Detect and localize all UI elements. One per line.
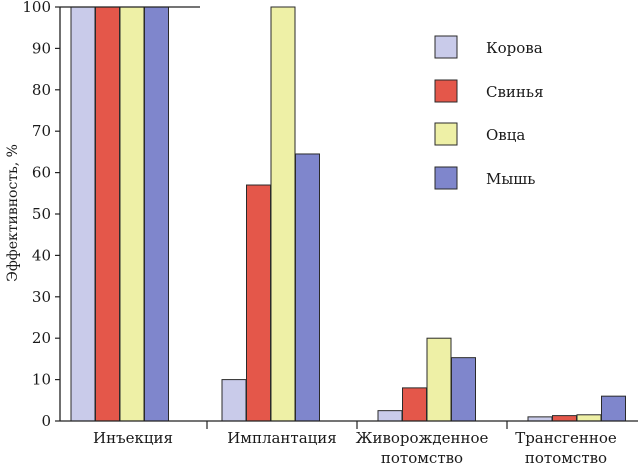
bar [70,6,96,422]
legend-swatch [434,35,458,59]
y-tick-label: 90 [32,39,51,57]
bar [426,337,452,422]
bars-group [70,6,626,422]
legend: Корова Свинья Овца Мышь [434,35,544,190]
bar [295,153,320,422]
y-tick-label: 60 [32,164,51,182]
legend-swatch [434,166,458,190]
bar [451,357,476,422]
x-category-label: Трансгенное [515,429,617,447]
bar [144,6,169,422]
bar [402,387,427,422]
bar [377,410,403,422]
x-category-label: Живорожденное [356,429,489,447]
y-tick-label: 40 [32,246,51,264]
legend-swatch [434,79,458,103]
axes-group: 0 10 20 30 40 50 60 70 80 90 100 Инъекция Имплантаци… [22,0,638,467]
y-tick-label: 20 [32,329,51,347]
y-tick-label: 80 [32,81,51,99]
legend-label: Свинья [486,83,544,101]
bar [221,379,247,422]
legend-label: Мышь [486,170,535,188]
bar [270,6,296,422]
legend-label: Овца [486,126,525,144]
y-tick-label: 30 [32,288,51,306]
bar [119,6,145,422]
y-tick-label: 10 [32,371,51,389]
x-category-label: Имплантация [227,429,337,447]
bar [576,414,602,422]
bar [601,395,626,422]
bar [246,184,271,422]
legend-label: Корова [486,39,543,57]
bar [552,415,577,422]
x-category-label: потомство [525,449,607,467]
y-tick-label: 100 [22,0,51,16]
x-category-label: Инъекция [93,429,173,447]
legend-swatch [434,122,458,146]
y-tick-label: 0 [41,412,51,430]
bar [95,6,120,422]
y-tick-label: 50 [32,205,51,223]
x-category-label: потомство [381,449,463,467]
y-tick-label: 70 [32,122,51,140]
y-axis-label: Эффективность, % [5,144,21,282]
